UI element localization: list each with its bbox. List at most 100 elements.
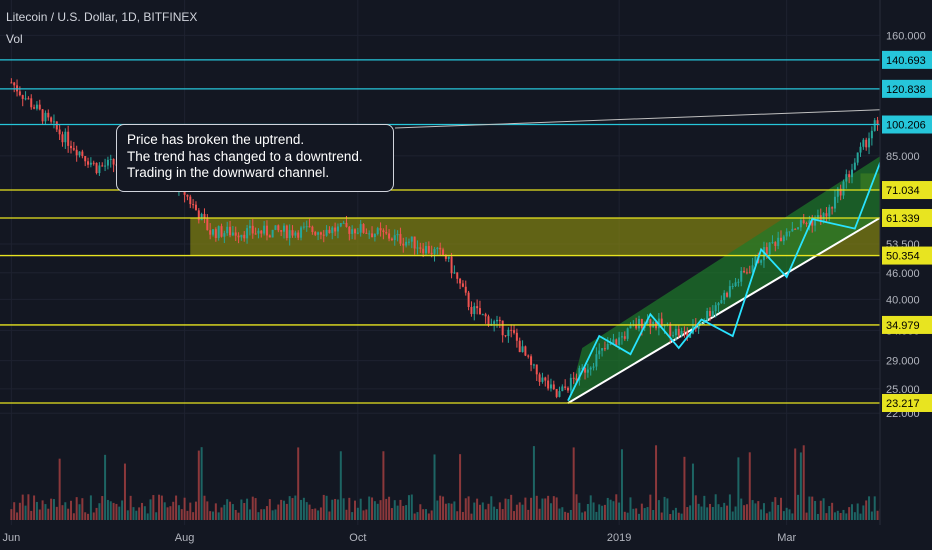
volume-bar: [425, 509, 427, 520]
chart-title: Litecoin / U.S. Dollar, 1D, BITFINEX: [6, 10, 198, 24]
candle-body: [598, 350, 601, 355]
volume-bar: [436, 500, 439, 520]
volume-bar: [166, 507, 169, 520]
candle-body: [194, 204, 197, 211]
candle-body: [223, 233, 226, 237]
drawings: [394, 107, 932, 402]
candle-body: [649, 319, 652, 328]
volume-bar: [640, 503, 643, 520]
candle-body: [265, 225, 268, 236]
candle-body: [416, 247, 419, 249]
candle-body: [405, 241, 408, 246]
volume-bar: [217, 512, 220, 520]
volume-bar: [774, 497, 777, 520]
volume-indicator-label: Vol: [6, 32, 23, 46]
volume-bar: [555, 497, 558, 520]
candle-body: [399, 233, 402, 244]
candle-body: [794, 228, 797, 230]
candle-body: [274, 225, 277, 230]
candle-body: [328, 229, 331, 234]
candle-body: [609, 343, 612, 345]
candle-body: [271, 229, 274, 238]
volume-bar: [402, 505, 405, 520]
candle-body: [35, 104, 38, 109]
volume-bar: [359, 498, 362, 520]
volume-bar: [646, 507, 649, 520]
volume-bar: [473, 502, 476, 520]
volume-bar: [606, 497, 609, 520]
candle-body: [575, 378, 578, 381]
volume-bar: [700, 506, 703, 520]
volume-bar: [118, 506, 121, 520]
volume-bar: [308, 504, 311, 520]
volume-bar: [737, 457, 740, 520]
candle-body: [799, 220, 802, 228]
candle-body: [382, 230, 385, 233]
volume-bar: [331, 499, 334, 520]
volume-bar: [660, 512, 663, 520]
level-tag-61.339: [882, 208, 932, 227]
volume-bar: [143, 506, 146, 520]
volume-bar: [663, 496, 666, 520]
candle-body: [388, 233, 391, 239]
volume-bar: [342, 498, 345, 520]
volume-bar: [785, 507, 788, 520]
volume-bar: [521, 504, 524, 520]
level-label-71.034: 71.034: [886, 185, 920, 197]
volume-bar: [655, 445, 658, 520]
candle-body: [578, 368, 581, 381]
volume-bar: [373, 501, 376, 520]
volume-bar: [652, 509, 655, 520]
volume-bar: [263, 509, 266, 520]
callout-connector: [394, 107, 932, 129]
volume-bar: [703, 495, 706, 520]
annotation-line-1: Price has broken the uptrend.: [127, 132, 305, 147]
volume-bar: [513, 511, 516, 520]
candle-body: [720, 300, 723, 304]
volume-bar: [711, 506, 714, 520]
candle-body: [112, 158, 115, 165]
volume-bar: [61, 505, 64, 520]
candle-body: [300, 227, 303, 238]
volume-bar: [300, 499, 303, 520]
annotation-callout[interactable]: Price has broken the uptrend. The trend …: [116, 124, 394, 192]
candle-body: [853, 162, 856, 170]
volume-bar: [52, 499, 55, 520]
volume-bar: [669, 513, 672, 520]
candle-body: [72, 148, 75, 150]
annotation-line-2: The trend has changed to a downtrend.: [127, 148, 363, 164]
candle-body: [231, 232, 234, 236]
volume-bar: [728, 494, 731, 520]
candle-body: [447, 256, 450, 259]
volume-bar: [254, 498, 257, 520]
volume-bar: [265, 506, 268, 520]
candle-body: [365, 232, 368, 234]
volume-bar: [782, 511, 785, 520]
candle-body: [845, 174, 848, 182]
volume-bar: [200, 447, 203, 520]
candle-body: [567, 387, 569, 391]
volume-bar: [643, 508, 646, 520]
candle-body: [461, 283, 464, 287]
volume-bar: [629, 497, 632, 520]
candle-body: [78, 151, 81, 156]
candle-body: [481, 314, 484, 316]
volume-bar: [799, 452, 802, 520]
candle-body: [791, 228, 794, 232]
volume-bar: [626, 512, 629, 520]
candle-body: [237, 235, 240, 238]
candle-body: [626, 328, 629, 339]
candle-body: [797, 227, 800, 230]
volume-bar: [760, 509, 763, 520]
volume-bar: [92, 512, 95, 520]
volume-bar: [609, 499, 612, 520]
candle-body: [868, 138, 871, 148]
candle-body: [606, 344, 609, 350]
candle-body: [555, 389, 558, 397]
volume-bar: [21, 494, 24, 520]
candle-body: [234, 232, 237, 236]
volume-bar: [285, 503, 288, 520]
candle-body: [711, 311, 714, 317]
volume-bar: [183, 497, 186, 520]
